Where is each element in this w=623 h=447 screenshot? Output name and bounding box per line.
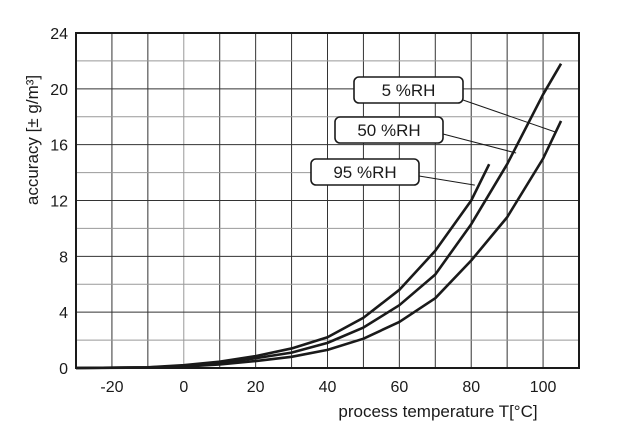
annotation-label: 95 %RH (333, 163, 396, 182)
series-line (75, 163, 491, 370)
annotation-leader (418, 175, 475, 186)
annotation-label: 50 %RH (357, 121, 420, 140)
series-line (75, 63, 563, 370)
y-tick-label: 16 (50, 138, 68, 155)
y-tick-label: 20 (50, 82, 68, 99)
annotations: 5 %RH 50 %RH 95 %RH (310, 76, 556, 186)
annotation-box (334, 116, 444, 144)
y-axis-label: accuracy [± g/m³] (23, 75, 42, 205)
plot-frame (75, 32, 580, 369)
series-line (75, 120, 563, 370)
annotation-leader (462, 99, 556, 133)
grid (76, 33, 579, 368)
tick-labels: -20 0 20 40 60 80 100 0 4 8 12 16 20 24 (50, 26, 556, 396)
x-tick-label: 100 (530, 379, 557, 396)
annotation-box (310, 158, 420, 186)
y-tick-label: 0 (59, 361, 68, 378)
x-tick-label: 60 (390, 379, 408, 396)
y-tick-label: 4 (59, 305, 68, 322)
annotation-leader (442, 133, 517, 154)
x-tick-label: 0 (179, 379, 188, 396)
annotation-box (353, 76, 464, 104)
curves (75, 63, 563, 370)
annotation-label: 5 %RH (382, 81, 436, 100)
y-tick-label: 8 (59, 249, 68, 266)
x-tick-label: 80 (462, 379, 480, 396)
y-tick-label: 24 (50, 26, 68, 43)
x-tick-label: -20 (100, 379, 123, 396)
x-axis-label: process temperature T[°C] (338, 402, 537, 421)
x-tick-label: 20 (247, 379, 265, 396)
y-tick-label: 12 (50, 194, 68, 211)
x-tick-label: 40 (319, 379, 337, 396)
